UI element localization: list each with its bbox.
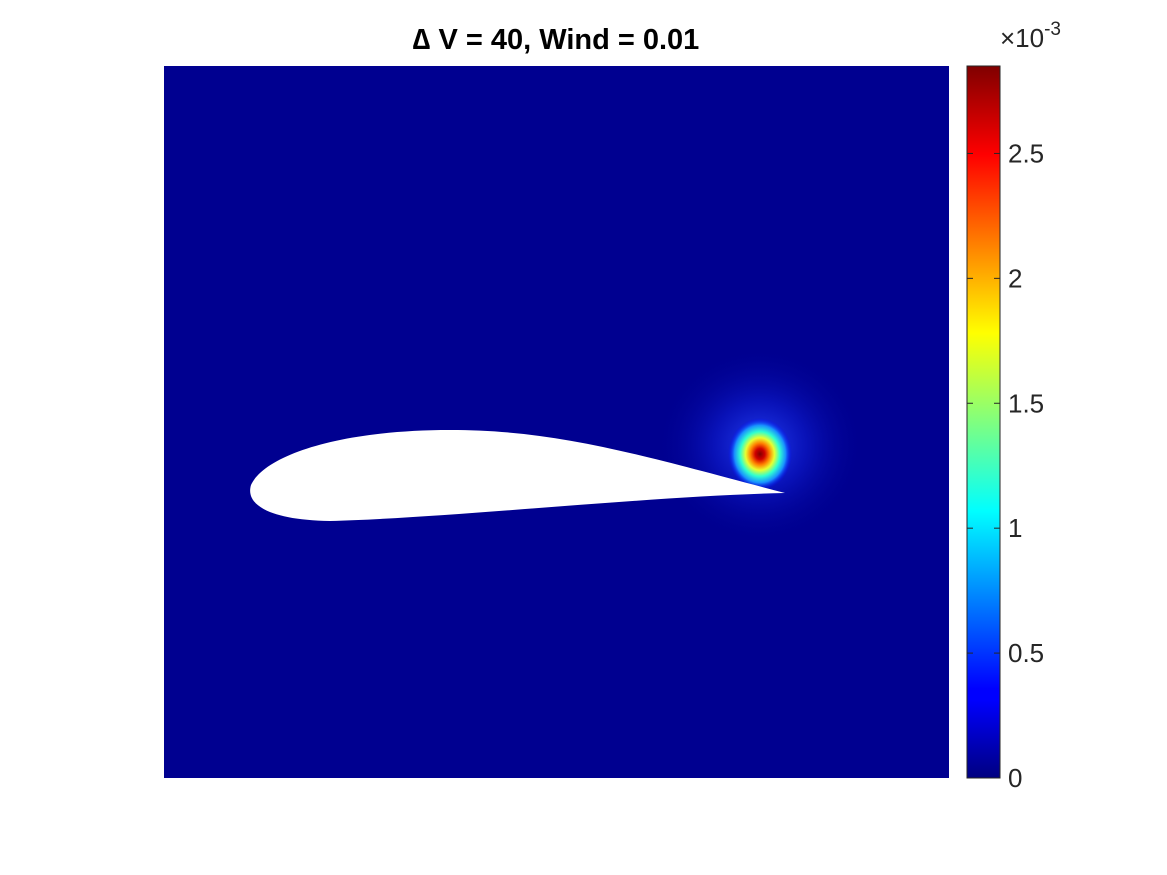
colorbar-multiplier: ×10-3: [1000, 19, 1061, 53]
colorbar-tick-label: 1.5: [1008, 388, 1044, 418]
colorbar-frame: [966, 65, 1001, 779]
heatmap-hotspot: [728, 418, 792, 490]
colorbar-tick-label: 0.5: [1008, 638, 1044, 668]
colorbar-tick-label: 1: [1008, 513, 1022, 543]
heatmap-plot-area: [164, 66, 949, 778]
colorbar-tick-label: 2.5: [1008, 138, 1044, 168]
colorbar-tick-label: 2: [1008, 263, 1022, 293]
colorbar: 0 0.5 1 1.5 2 2.5 ×10-3: [966, 19, 1061, 793]
colorbar-gradient: [967, 66, 1000, 778]
colorbar-ticks: 0 0.5 1 1.5 2 2.5: [967, 138, 1044, 793]
chart-title: ∆ V = 40, Wind = 0.01: [413, 24, 700, 56]
colorbar-tick-label: 0: [1008, 763, 1022, 793]
airfoil-obstacle: [250, 430, 785, 521]
